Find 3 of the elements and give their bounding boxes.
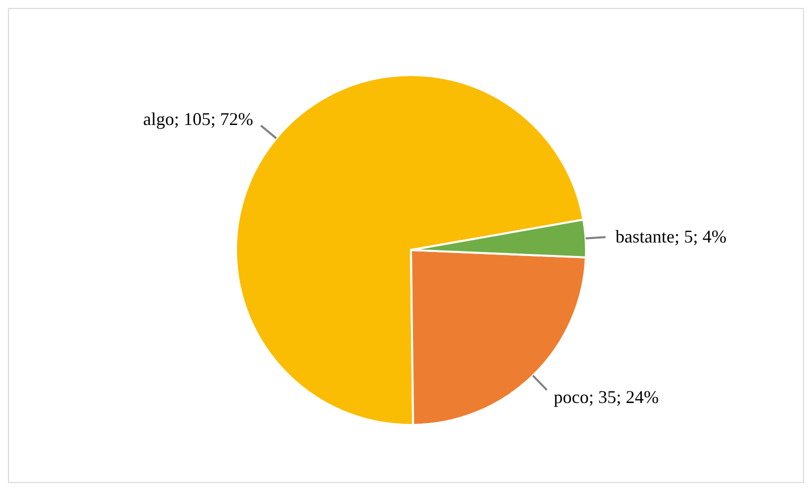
slice-label: algo; 105; 72%: [143, 109, 254, 130]
slice-label: bastante; 5; 4%: [616, 226, 727, 246]
slice-label: poco; 35; 24%: [554, 387, 659, 408]
